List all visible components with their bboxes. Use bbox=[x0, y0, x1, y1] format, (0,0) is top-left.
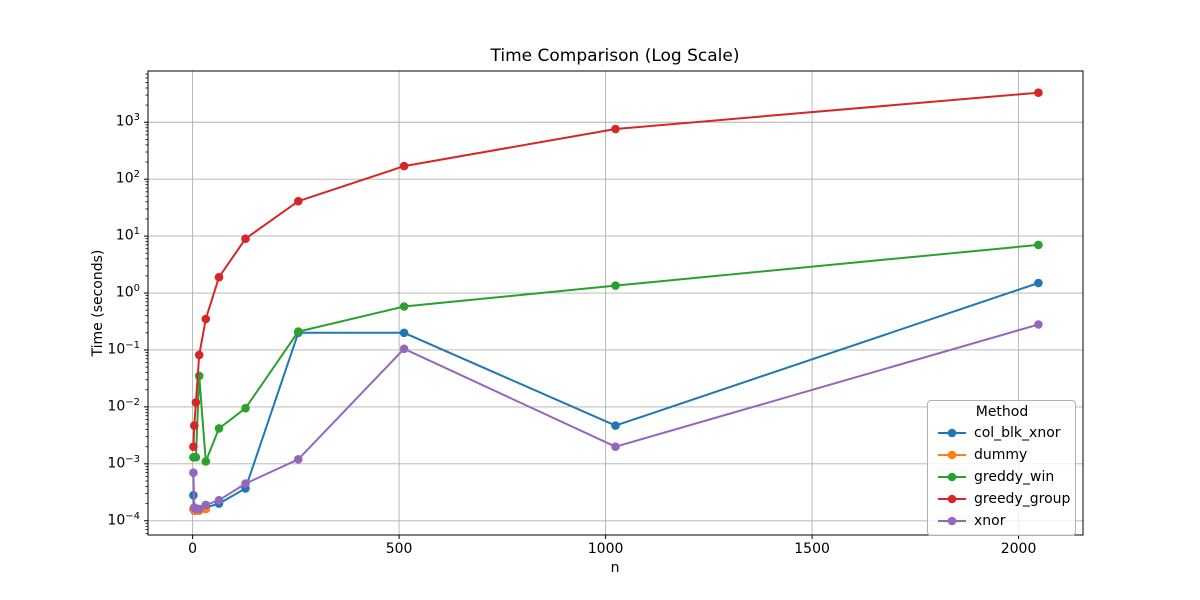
series-line-col_blk_xnor bbox=[192, 282, 1039, 511]
legend-label: greedy_group bbox=[974, 491, 1071, 507]
data-point-greedy_group bbox=[189, 442, 198, 452]
data-point-xnor bbox=[294, 455, 303, 464]
data-point-col_blk_xnor bbox=[399, 328, 409, 338]
legend-label: greddy_win bbox=[974, 469, 1055, 485]
data-point-greedy_group bbox=[241, 234, 250, 243]
legend-entry-greddy_win: greddy_win bbox=[937, 466, 1067, 488]
y-tick-label: 10−2 bbox=[107, 396, 140, 415]
x-tick-label: 1500 bbox=[794, 541, 830, 557]
legend-line-marker-icon bbox=[938, 450, 966, 460]
x-tick-label: 2000 bbox=[1000, 541, 1037, 557]
y-tick-label: 10−1 bbox=[107, 339, 140, 358]
data-point-xnor bbox=[399, 344, 409, 354]
data-point-xnor bbox=[194, 504, 204, 514]
data-point-greedy_group bbox=[190, 421, 199, 430]
data-point-greedy_group bbox=[201, 314, 211, 324]
data-point-greddy_win bbox=[201, 457, 211, 466]
data-point-col_blk_xnor bbox=[1034, 278, 1043, 288]
data-point-xnor bbox=[611, 442, 620, 452]
data-point-greddy_win bbox=[241, 403, 250, 413]
legend-line-marker-icon bbox=[938, 472, 966, 482]
chart-title: Time Comparison (Log Scale) bbox=[490, 46, 740, 66]
legend-line-marker-icon bbox=[938, 494, 966, 504]
series-line-xnor bbox=[192, 323, 1039, 511]
y-tick-label: 102 bbox=[115, 169, 140, 187]
series-line-greedy_group bbox=[192, 91, 1039, 447]
data-point-greedy_group bbox=[1034, 88, 1043, 97]
data-point-xnor bbox=[241, 479, 250, 488]
data-point-xnor bbox=[1034, 320, 1043, 329]
data-point-greddy_win bbox=[611, 281, 620, 290]
data-point-greddy_win bbox=[1034, 240, 1043, 250]
legend-entry-col_blk_xnor: col_blk_xnor bbox=[937, 422, 1067, 444]
data-point-greedy_group bbox=[294, 196, 303, 206]
legend-entry-dummy: dummy bbox=[937, 444, 1067, 466]
data-point-greedy_group bbox=[611, 124, 620, 134]
data-point-greddy_win bbox=[191, 453, 201, 462]
data-point-greddy_win bbox=[399, 302, 409, 311]
legend-label: col_blk_xnor bbox=[974, 425, 1061, 441]
data-point-xnor bbox=[214, 495, 224, 505]
data-point-col_blk_xnor bbox=[611, 421, 620, 430]
x-tick-label: 1000 bbox=[587, 541, 624, 557]
x-axis-label: n bbox=[610, 560, 620, 576]
legend-line-marker-icon bbox=[938, 516, 966, 526]
y-tick-label: 101 bbox=[115, 226, 140, 244]
x-tick-label: 500 bbox=[385, 541, 413, 557]
data-point-greddy_win bbox=[294, 327, 303, 336]
y-tick-label: 100 bbox=[115, 283, 140, 301]
legend-entry-greedy_group: greedy_group bbox=[937, 488, 1071, 510]
data-point-greddy_win bbox=[214, 424, 224, 433]
x-tick-label: 0 bbox=[188, 541, 198, 557]
legend-label: dummy bbox=[974, 447, 1028, 463]
y-tick-label: 103 bbox=[115, 112, 140, 130]
data-point-greedy_group bbox=[214, 272, 224, 282]
legend-line-marker-icon bbox=[938, 428, 966, 438]
data-point-greedy_group bbox=[194, 350, 204, 360]
legend-entry-xnor: xnor bbox=[937, 510, 1067, 532]
data-point-greedy_group bbox=[191, 398, 201, 407]
legend-label: xnor bbox=[974, 513, 1006, 529]
y-tick-label: 10−4 bbox=[107, 510, 140, 529]
plot-border bbox=[147, 70, 1084, 536]
legend-title: Method bbox=[975, 404, 1029, 420]
data-point-greddy_win bbox=[194, 371, 204, 381]
data-point-xnor bbox=[189, 468, 198, 478]
y-tick-label: 10−3 bbox=[107, 453, 140, 472]
data-point-xnor bbox=[201, 500, 211, 510]
data-point-greedy_group bbox=[399, 161, 409, 171]
